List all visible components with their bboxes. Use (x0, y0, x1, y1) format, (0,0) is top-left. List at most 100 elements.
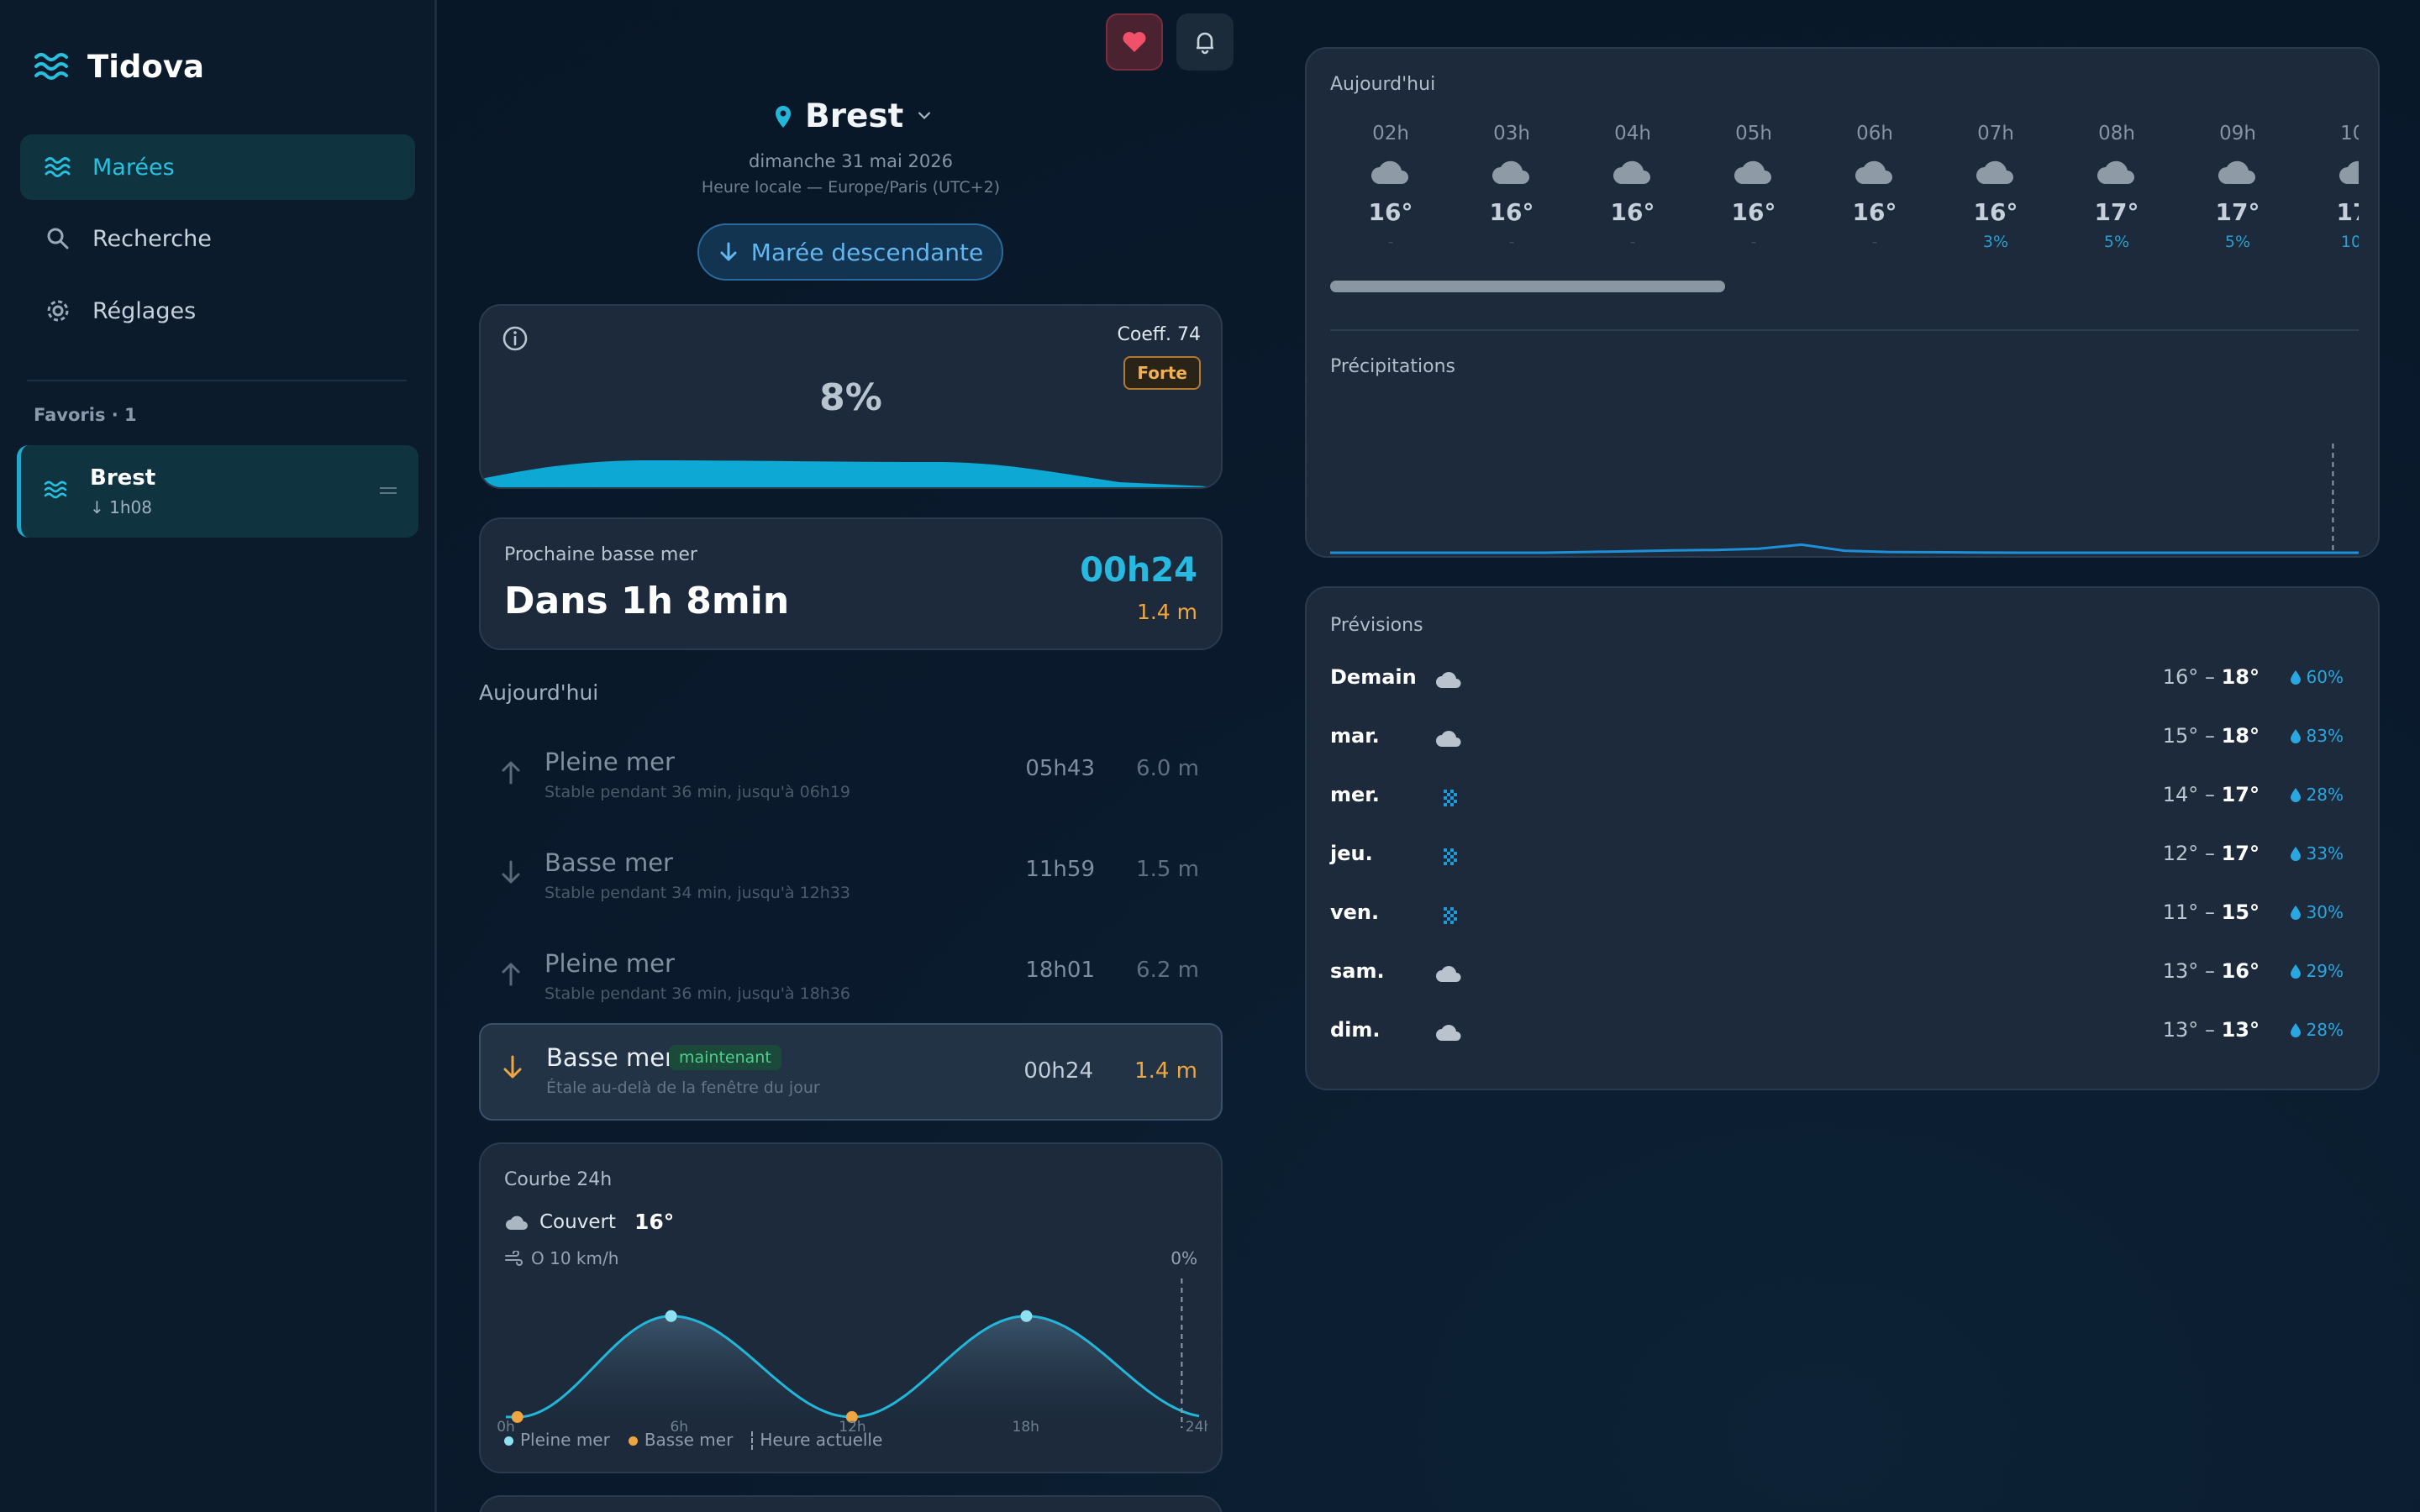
favorite-button[interactable] (1106, 13, 1163, 71)
drizzle-icon (1444, 848, 1457, 865)
nav-item-reglages[interactable]: Réglages (20, 278, 415, 344)
tide-percent: 8% (819, 376, 882, 419)
hour-item: 03h 16° - (1451, 123, 1572, 249)
favorite-item-brest[interactable]: Brest ↓ 1h08 (17, 445, 418, 538)
tide-name: Basse mer (546, 1043, 675, 1072)
nav-item-marees[interactable]: Marées (20, 134, 415, 200)
location-name: Brest (805, 97, 904, 135)
tide-height: 1.5 m (1136, 857, 1199, 882)
droplet-icon (2290, 1023, 2301, 1037)
forecast-temps: 15° – 18° (2162, 724, 2260, 748)
coefficient-label: Coeff. 74 (1117, 324, 1202, 345)
precip-title: Précipitations (1330, 356, 1455, 377)
drag-handle-icon[interactable] (380, 487, 397, 494)
tide-time: 05h43 (1025, 756, 1095, 781)
cloud-icon (1492, 160, 1529, 184)
chevron-down-icon (918, 112, 931, 119)
favorite-sub: ↓ 1h08 (90, 497, 152, 517)
hour-item: 08h 17° 5% (2056, 123, 2177, 249)
weather-title: Aujourd'hui (1330, 74, 1436, 95)
location-selector[interactable]: Brest (773, 97, 934, 135)
app-title: Tidova (87, 49, 204, 85)
forecast-row[interactable]: jeu. 12° – 17° 33% (1330, 842, 2359, 875)
timezone-label: Heure locale — Europe/Paris (UTC+2) (701, 178, 1001, 197)
info-icon[interactable] (501, 324, 529, 353)
forecast-temps: 14° – 17° (2162, 783, 2260, 806)
forecast-row[interactable]: sam. 13° – 16° 29% (1330, 959, 2359, 993)
hour-item: 10h 17° 10% (2298, 123, 2359, 249)
tide-sub: Stable pendant 34 min, jusqu'à 12h33 (544, 884, 850, 902)
droplet-icon (2290, 788, 2301, 802)
low-tide-point (511, 1410, 523, 1423)
high-tide-point (665, 1310, 677, 1322)
forecast-rain: 33% (2290, 843, 2344, 864)
legend-high: Pleine mer (504, 1430, 610, 1450)
forecast-rain: 28% (2290, 1020, 2344, 1040)
hour-label: 05h (1735, 123, 1772, 144)
hour-label: 08h (2098, 123, 2135, 144)
pin-icon (776, 105, 791, 128)
hour-label: 04h (1614, 123, 1651, 144)
cloud-icon (1436, 966, 1461, 982)
sidebar: Tidova Marées Recherche Réglages Favoris… (0, 0, 437, 1512)
tide-name: Basse mer (544, 848, 673, 877)
nav-label: Réglages (92, 297, 197, 324)
x-tick-label: 0h (497, 1419, 515, 1436)
forecast-row[interactable]: Demain 16° – 18° 60% (1330, 665, 2359, 699)
waves-logo-icon (34, 52, 68, 80)
wind-icon (505, 1251, 523, 1266)
tide-sub: Stable pendant 36 min, jusqu'à 18h36 (544, 984, 850, 1003)
hourly-scrollbar[interactable] (1330, 281, 1725, 292)
hour-precip: - (1508, 233, 1515, 249)
forecast-row[interactable]: mar. 15° – 18° 83% (1330, 724, 2359, 758)
hour-temp: 17° (2215, 198, 2260, 226)
forecast-rain: 60% (2290, 667, 2344, 687)
forecast-rain: 30% (2290, 902, 2344, 922)
forecast-row[interactable]: ven. 11° – 15° 30% (1330, 900, 2359, 934)
forecast-row[interactable]: mer. 14° – 17° 28% (1330, 783, 2359, 816)
hour-precip: 5% (2224, 233, 2251, 249)
tide-sub: Stable pendant 36 min, jusqu'à 06h19 (544, 783, 850, 801)
brand[interactable]: Tidova (34, 49, 204, 85)
cloud-icon (1436, 672, 1461, 688)
hour-precip: - (1387, 233, 1394, 249)
search-icon (47, 228, 69, 249)
tide-trend-button[interactable]: Marée descendante (697, 223, 1003, 281)
strength-badge: Forte (1123, 356, 1201, 390)
weather-today-card: Aujourd'hui 02h 16° - 03h 16° - 04h 16° - 05h 16° -… (1305, 47, 2380, 558)
nav-item-recherche[interactable]: Recherche (20, 206, 415, 271)
tide-row-current[interactable]: Basse mer maintenant Étale au-delà de la… (479, 1023, 1223, 1121)
hour-label: 03h (1493, 123, 1530, 144)
sidebar-divider (27, 380, 407, 381)
cloud-icon (1734, 160, 1771, 184)
favorites-title: Favoris · 1 (34, 405, 137, 425)
precipitation-chart: 0h6h12h18h24h (1330, 444, 2359, 554)
hour-temp: 16° (1973, 198, 2018, 226)
weather-condition: Couvert (539, 1210, 616, 1233)
tide-sub: Étale au-delà de la fenêtre du jour (546, 1079, 820, 1097)
date-label: dimanche 31 mai 2026 (749, 151, 953, 171)
forecast-row[interactable]: dim. 13° – 13° 28% (1330, 1018, 2359, 1052)
curve-weather: Couvert 16° (504, 1210, 674, 1234)
forecast-temps: 13° – 13° (2162, 1018, 2260, 1042)
gear-icon (47, 300, 69, 322)
forecast-temps: 11° – 15° (2162, 900, 2260, 924)
arrow-up-icon (502, 761, 520, 785)
curve-card: Courbe 24h Couvert 16° O 10 km/h 0% 0h 6h… (479, 1142, 1223, 1473)
notifications-button[interactable] (1176, 13, 1234, 71)
forecast-card: Prévisions Demain 16° – 18° 60% mar. 15° – 1… (1305, 586, 2380, 1090)
hour-label: 06h (1856, 123, 1893, 144)
droplet-icon (2290, 906, 2301, 920)
hour-label: 10h (2340, 123, 2359, 144)
tide-row[interactable]: Pleine mer Stable pendant 36 min, jusqu'… (479, 729, 1223, 825)
forecast-temps: 12° – 17° (2162, 842, 2260, 865)
hourly-strip[interactable]: 02h 16° - 03h 16° - 04h 16° - 05h 16° - 06h 16° - 07h 16… (1330, 123, 2359, 249)
tide-row[interactable]: Pleine mer Stable pendant 36 min, jusqu'… (479, 931, 1223, 1026)
tide-trend-label: Marée descendante (750, 238, 984, 266)
forecast-day: jeu. (1330, 842, 1373, 865)
waves-icon (43, 476, 70, 507)
tide-row[interactable]: Basse mer Stable pendant 34 min, jusqu'à… (479, 830, 1223, 926)
forecast-day: Demain (1330, 665, 1417, 689)
hour-label: 02h (1372, 123, 1409, 144)
forecast-rain: 28% (2290, 785, 2344, 805)
